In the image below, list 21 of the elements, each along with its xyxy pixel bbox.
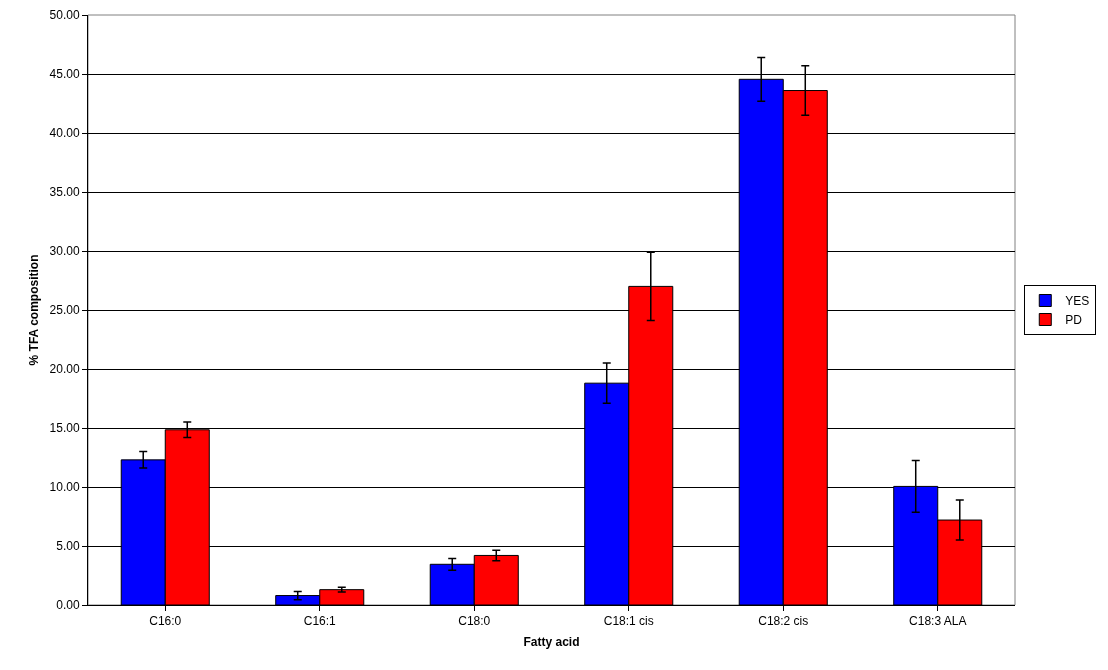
legend-label: PD [1065,313,1083,328]
y-tick-label: 20.00 [49,362,80,377]
x-axis-title: Fatty acid [523,635,580,650]
y-tick-label: 30.00 [49,244,80,259]
y-tick-label: 25.00 [49,303,80,318]
x-tick-label: C18:1 cis [603,614,654,629]
x-tick-label: C16:0 [149,614,182,629]
x-tick-label: C18:2 cis [758,614,809,629]
x-tick-label: C18:0 [458,614,491,629]
y-tick-label: 15.00 [49,421,80,436]
y-tick-label: 40.00 [49,126,80,141]
x-tick-label: C16:1 [303,614,337,629]
y-tick-label: 50.00 [49,8,80,23]
y-tick-label: 0.00 [56,598,80,613]
legend-label: YES [1065,294,1090,309]
y-tick-label: 35.00 [49,185,80,200]
y-axis-title: % TFA composition [26,254,41,366]
y-tick-label: 5.00 [56,539,80,554]
x-tick-label: C18:3 ALA [909,614,967,629]
y-tick-label: 45.00 [49,67,80,82]
y-tick-label: 10.00 [49,480,80,495]
